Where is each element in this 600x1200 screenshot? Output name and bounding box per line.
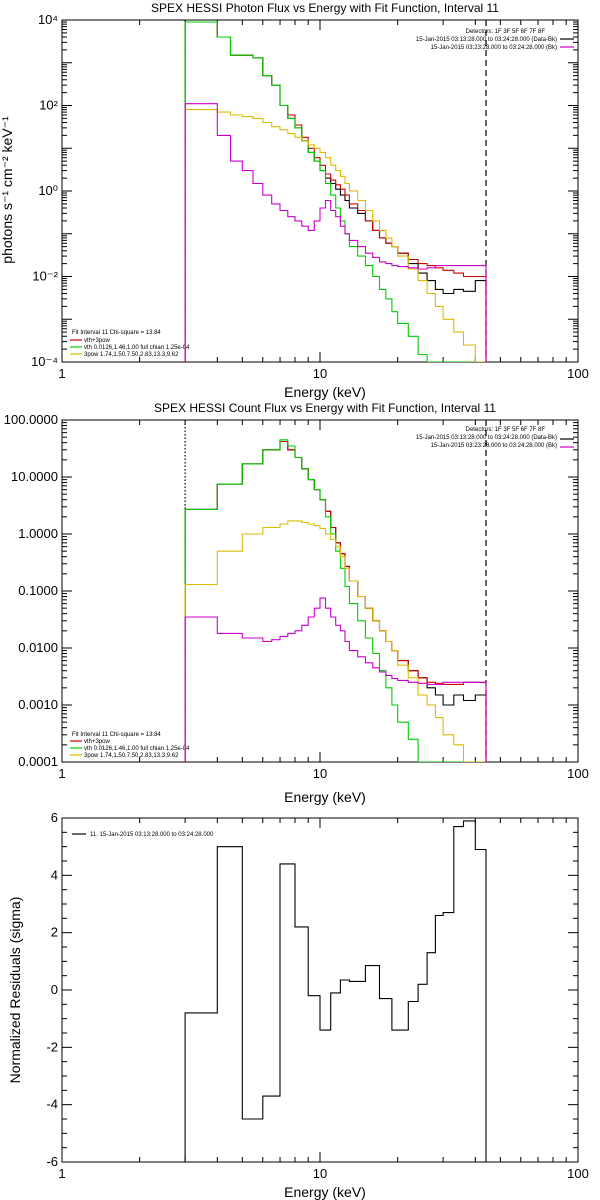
residuals-ytick-label: 4 [51, 867, 58, 882]
count-flux-ytick-label: 1.0000 [18, 526, 58, 541]
count-flux-series-3 [184, 520, 486, 762]
residuals-xlabel: Energy (keV) [284, 1184, 366, 1200]
residuals-ytick-label: 0 [51, 982, 58, 997]
photon-flux-title: SPEX HESSI Photon Flux vs Energy with Fi… [151, 1, 499, 15]
photon-flux-series-0 [184, 21, 487, 362]
residuals-ytick-label: 6 [51, 810, 58, 825]
count-legend-data-bk: 15-Jan-2015 03:13:28.000 to 03:24:28.000… [416, 435, 557, 441]
count-flux-series-1 [184, 440, 487, 762]
count-flux-ytick-label: 10.0000 [11, 469, 58, 484]
count-flux-xlabel: Energy (keV) [284, 789, 366, 805]
photon-legend-bk: 15-Jan-2015 03:23:28.000 to 03:24:28.000… [431, 45, 557, 51]
residuals-ytick-label: 2 [51, 925, 58, 940]
photon-fit-3pow: 3pow 1.74,1.50,7.50,2.83,13.3,9.62 [84, 352, 179, 358]
count-fit-3pow: 3pow 1.74,1.50,7.50,2.83,13.3,9.62 [84, 753, 179, 759]
residuals-ylabel: Normalized Residuals (sigma) [7, 897, 23, 1084]
photon-flux-series-3 [184, 109, 486, 362]
photon-flux-ytick-label: 10⁻⁴ [31, 354, 58, 369]
residuals-xtick-label: 100 [567, 1166, 589, 1181]
count-legend-detectors: Detectors: 1F 3F 5F 6F 7F 8F [466, 427, 546, 433]
photon-flux-ylabel: photons s⁻¹ cm⁻² keV⁻¹ [0, 116, 15, 264]
residuals-panel: Energy (keV) Normalized Residuals (sigma… [7, 810, 589, 1200]
residuals-xtick-label: 10 [313, 1166, 327, 1181]
residuals-ytick-label: -2 [46, 1039, 58, 1054]
residuals-series-group [184, 820, 487, 1162]
photon-flux-series-4 [184, 103, 487, 362]
photon-flux-ytick-label: 10⁴ [38, 12, 58, 27]
residuals-legend-entry: 11. 15-Jan-2015 03:13:28.000 to 03:24:28… [90, 832, 214, 838]
count-flux-ytick-label: 0.0001 [18, 754, 58, 769]
count-flux-title: SPEX HESSI Count Flux vs Energy with Fit… [154, 401, 496, 415]
photon-flux-ytick-label: 10⁰ [38, 183, 58, 198]
count-flux-series-2 [184, 439, 486, 762]
photon-flux-xlabel: Energy (keV) [284, 384, 366, 400]
count-flux-ytick-label: 100.0000 [4, 412, 58, 427]
count-legend-bk: 15-Jan-2015 03:23:28.000 to 03:24:28.000… [431, 443, 557, 449]
count-fit-vth3pow: vth+3pow [84, 739, 111, 745]
residuals-ytick-label: -6 [46, 1154, 58, 1169]
count-flux-panel: SPEX HESSI Count Flux vs Energy with Fit… [4, 401, 589, 805]
count-flux-series-0 [184, 440, 487, 762]
photon-legend-detectors: Detectors: 1F 3F 5F 6F 7F 8F [466, 29, 546, 35]
count-flux-xtick-label: 1 [58, 766, 65, 781]
photon-fit-vth: vth 0.0126,1.46,1.00 full chian 1.25e-04 [84, 345, 190, 351]
count-flux-series-group [184, 420, 487, 762]
count-flux-ytick-label: 0.0010 [18, 697, 58, 712]
photon-fit-header: Fit Interval 11 Chi-square = 13.84 [72, 330, 161, 336]
photon-flux-ytick-label: 10⁻² [32, 269, 58, 284]
photon-flux-xtick-label: 10 [313, 366, 327, 381]
count-flux-xtick-label: 10 [313, 766, 327, 781]
count-flux-xtick-label: 100 [567, 766, 589, 781]
photon-flux-series-1 [184, 21, 487, 362]
photon-flux-plot-frame [61, 19, 579, 363]
residuals-plot-frame [61, 817, 579, 1163]
residuals-series-0 [184, 820, 487, 1162]
count-fit-vth: vth 0.0126,1.46,1.00 full chian 1.25e-04 [84, 746, 190, 752]
count-flux-ytick-label: 0.0100 [18, 640, 58, 655]
photon-flux-panel: SPEX HESSI Photon Flux vs Energy with Fi… [0, 1, 589, 400]
count-fit-header: Fit Interval 11 Chi-square = 13.84 [72, 732, 161, 738]
photon-flux-ytick-label: 10² [39, 98, 58, 113]
residuals-ytick-label: -4 [46, 1097, 58, 1112]
residuals-xtick-label: 1 [58, 1166, 65, 1181]
count-flux-plot-frame [61, 419, 579, 763]
photon-flux-series-2 [184, 21, 486, 362]
photon-flux-xtick-label: 1 [58, 366, 65, 381]
count-flux-ytick-label: 0.1000 [18, 583, 58, 598]
photon-fit-vth3pow: vth+3pow [84, 338, 111, 344]
photon-flux-series-group [184, 20, 487, 362]
count-flux-series-4 [184, 597, 487, 762]
photon-flux-xtick-label: 100 [567, 366, 589, 381]
